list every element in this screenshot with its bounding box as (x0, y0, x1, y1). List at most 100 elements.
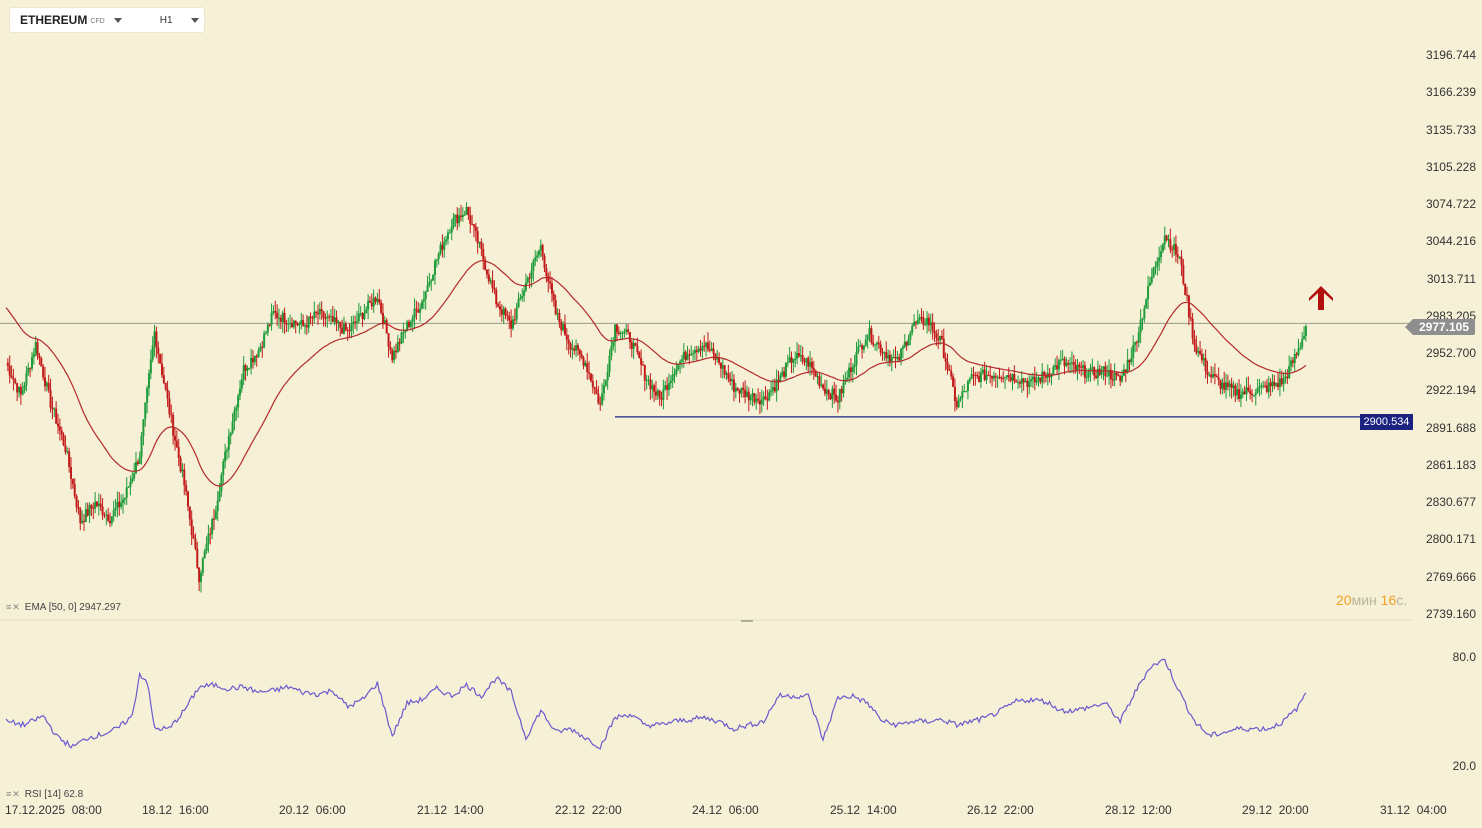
price-tick-label: 3013.711 (1426, 271, 1476, 286)
candle-down (1273, 375, 1276, 390)
candle-down (658, 389, 661, 406)
candle-up (731, 371, 734, 391)
candle-down (528, 273, 531, 289)
time-tick-label: 26.12 22:00 (967, 803, 1034, 817)
candle-down (172, 412, 175, 445)
candle-down (331, 305, 334, 323)
symbol-selector[interactable]: ETHEREUM CFD H1 (10, 8, 204, 32)
candle-down (1117, 372, 1120, 377)
candle-up (1262, 380, 1265, 389)
candle-down (764, 386, 767, 401)
candle-down (634, 342, 637, 347)
candle-down (628, 331, 631, 350)
candle-down (888, 350, 891, 367)
candle-down (738, 389, 741, 403)
candle-down (953, 378, 956, 412)
candle-down (368, 296, 371, 303)
candle-down (1291, 357, 1294, 368)
candle-down (1182, 259, 1185, 286)
candle-up (842, 374, 845, 398)
candle-up (333, 308, 336, 326)
time-tick-label: 31.12 04:00 (1380, 803, 1447, 817)
candle-down (1104, 361, 1107, 386)
candle-up (402, 322, 405, 344)
candle-down (441, 234, 444, 258)
timeframe-dropdown-chevron-down-icon[interactable] (190, 17, 199, 23)
rsi-legend[interactable]: ≡✕ RSI [14] 62.8 (6, 789, 83, 800)
candle-up (433, 258, 436, 285)
candle-down (1213, 363, 1216, 385)
candle-up (1163, 226, 1166, 250)
candle-up (277, 308, 280, 329)
candle-up (749, 394, 752, 405)
candle-down (1199, 340, 1202, 356)
candle-down (591, 374, 594, 394)
candle-down (983, 361, 986, 382)
indicator-settings-icon[interactable]: ≡✕ (6, 789, 21, 799)
candle-down (870, 325, 873, 345)
candle-down (578, 348, 581, 362)
candle-down (415, 300, 418, 320)
candle-down (747, 387, 750, 412)
candle-down (1247, 376, 1250, 393)
candle-down (718, 352, 721, 366)
candle-up (409, 319, 412, 329)
candle-down (196, 542, 199, 569)
candle-up (445, 235, 448, 246)
candle-up (697, 345, 700, 354)
candle-up (383, 316, 386, 325)
candle-up (794, 351, 797, 368)
candle-down (849, 358, 852, 382)
price-tick-label: 2891.688 (1425, 420, 1476, 435)
candle-up (606, 364, 609, 390)
candle-down (976, 371, 979, 379)
price-tick-label: 2769.666 (1425, 569, 1476, 584)
candle-up (716, 349, 719, 363)
candle-up (981, 364, 984, 375)
candle-up (463, 210, 466, 217)
candle-up (619, 330, 622, 340)
candle-up (1065, 357, 1068, 368)
timeframe-selector[interactable]: H1 (159, 14, 173, 26)
candle-down (64, 435, 67, 455)
price-tick-label: 2952.700 (1425, 346, 1476, 361)
candle-down (14, 377, 17, 385)
ema-legend[interactable]: ≡✕ EMA [50, 0] 2947.297 (6, 602, 121, 613)
candle-up (1156, 257, 1159, 276)
candle-up (887, 349, 890, 367)
symbol-dropdown-chevron-down-icon[interactable] (113, 17, 122, 23)
candle-up (199, 570, 202, 593)
candle-down (179, 455, 182, 474)
candle-up (326, 310, 329, 328)
candle-up (1054, 358, 1057, 371)
candle-down (1215, 373, 1218, 378)
candle-down (1204, 349, 1207, 379)
candle-up (916, 309, 919, 326)
candle-down (1176, 246, 1179, 264)
candle-down (305, 315, 308, 335)
candle-down (920, 308, 923, 323)
indicator-settings-icon[interactable]: ≡✕ (6, 602, 21, 612)
candle-up (966, 379, 969, 400)
rsi-value: 62.8 (63, 789, 84, 800)
candle-down (766, 389, 769, 410)
candle-down (1180, 250, 1183, 276)
candle-down (49, 378, 52, 413)
candle-down (1249, 384, 1252, 400)
candle-down (777, 370, 780, 391)
timer-seconds-unit: с. (1396, 592, 1408, 608)
candle-down (71, 478, 74, 489)
candle-down (643, 364, 646, 392)
candle-down (77, 500, 80, 515)
candle-up (604, 379, 607, 387)
candle-down (872, 334, 875, 348)
horizontal-line-price-tag[interactable]: 2900.534 (1360, 414, 1413, 430)
price-tick-label: 3166.239 (1425, 85, 1476, 100)
candle-up (1137, 326, 1140, 348)
candle-up (329, 309, 332, 326)
candle-up (1139, 309, 1142, 344)
candle-up (424, 290, 427, 310)
candle-down (812, 360, 815, 380)
candle-down (164, 382, 167, 392)
